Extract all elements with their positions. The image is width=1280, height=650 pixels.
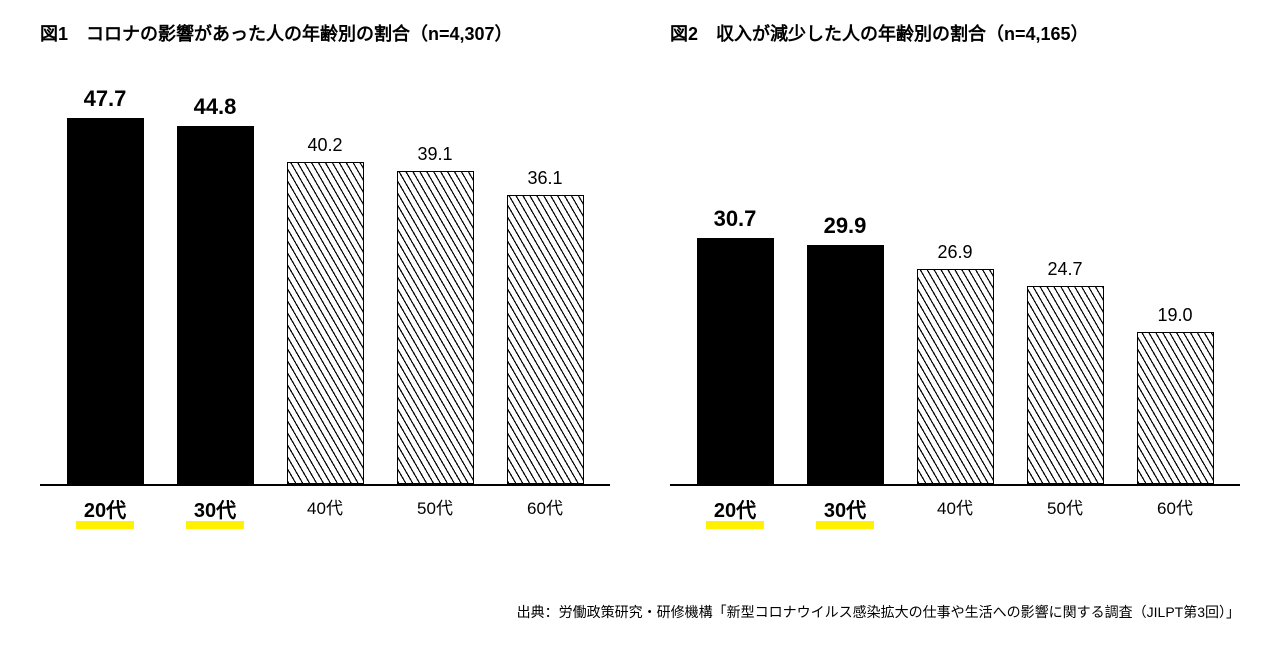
x-label: 20代 xyxy=(710,494,760,523)
chart-1-bar-1: 44.8 xyxy=(160,86,270,484)
bar-rect xyxy=(177,126,254,484)
charts-row: 図1 コロナの影響があった人の年齢別の割合（n=4,307） 47.7 44.8… xyxy=(0,0,1280,523)
x-label: 50代 xyxy=(413,494,457,523)
bar-value: 24.7 xyxy=(1047,259,1082,280)
x-label: 20代 xyxy=(80,494,130,523)
x-label: 40代 xyxy=(303,494,347,523)
chart-2-bar-3: 24.7 xyxy=(1010,86,1120,484)
bar-rect xyxy=(1137,332,1214,484)
x-label: 50代 xyxy=(1043,494,1087,523)
chart-1-bar-3: 39.1 xyxy=(380,86,490,484)
chart-2-bar-1: 29.9 xyxy=(790,86,900,484)
chart-2: 図2 収入が減少した人の年齢別の割合（n=4,165） 30.7 29.9 26… xyxy=(670,20,1240,523)
chart-2-xlabels: 20代 30代 40代 50代 60代 xyxy=(670,486,1240,523)
bar-rect xyxy=(507,195,584,484)
chart-1-bar-0: 47.7 xyxy=(50,86,160,484)
bar-value: 30.7 xyxy=(714,206,757,232)
x-label: 30代 xyxy=(820,494,870,523)
bar-value: 29.9 xyxy=(824,213,867,239)
source-citation: 出典：労働政策研究・研修機構「新型コロナウイルス感染拡大の仕事や生活への影響に関… xyxy=(517,602,1240,622)
chart-1-bar-2: 40.2 xyxy=(270,86,380,484)
chart-1-plot: 47.7 44.8 40.2 39.1 36.1 xyxy=(40,86,610,486)
chart-1-bar-4: 36.1 xyxy=(490,86,600,484)
bar-rect xyxy=(397,171,474,484)
bar-rect xyxy=(67,118,144,484)
bar-value: 39.1 xyxy=(417,144,452,165)
bar-value: 47.7 xyxy=(84,86,127,112)
bar-rect xyxy=(917,269,994,484)
bar-rect xyxy=(807,245,884,484)
chart-1-xlabels: 20代 30代 40代 50代 60代 xyxy=(40,486,610,523)
x-label: 40代 xyxy=(933,494,977,523)
chart-1-title: 図1 コロナの影響があった人の年齢別の割合（n=4,307） xyxy=(40,20,610,46)
bar-value: 36.1 xyxy=(527,168,562,189)
bar-rect xyxy=(287,162,364,484)
bar-rect xyxy=(697,238,774,484)
bar-value: 26.9 xyxy=(937,242,972,263)
bar-rect xyxy=(1027,286,1104,484)
x-label: 60代 xyxy=(523,494,567,523)
bar-value: 40.2 xyxy=(307,135,342,156)
bar-value: 44.8 xyxy=(194,94,237,120)
chart-2-bar-4: 19.0 xyxy=(1120,86,1230,484)
chart-2-title: 図2 収入が減少した人の年齢別の割合（n=4,165） xyxy=(670,20,1240,46)
chart-1: 図1 コロナの影響があった人の年齢別の割合（n=4,307） 47.7 44.8… xyxy=(40,20,610,523)
x-label: 60代 xyxy=(1153,494,1197,523)
x-label: 30代 xyxy=(190,494,240,523)
bar-value: 19.0 xyxy=(1157,305,1192,326)
chart-2-plot: 30.7 29.9 26.9 24.7 19.0 xyxy=(670,86,1240,486)
chart-2-bar-0: 30.7 xyxy=(680,86,790,484)
chart-2-bar-2: 26.9 xyxy=(900,86,1010,484)
